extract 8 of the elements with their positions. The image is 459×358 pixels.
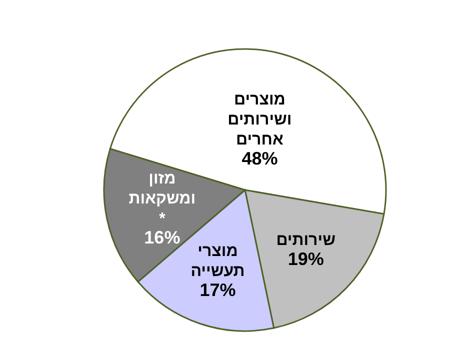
slice-label: שירותים <box>276 232 336 249</box>
slice-label: מוצרים ושירותים אחרים <box>228 91 292 148</box>
slice-label: מוצרי תעשייה <box>190 243 245 280</box>
data-label: 16% <box>144 227 180 248</box>
slice-label: מזון ומשקאות * <box>128 170 196 228</box>
data-label: 17% <box>200 280 236 300</box>
data-label: 48% <box>242 148 278 168</box>
data-label: 19% <box>288 248 324 269</box>
